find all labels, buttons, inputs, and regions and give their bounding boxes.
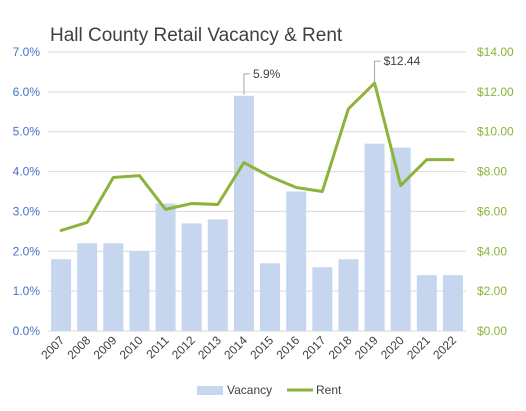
vacancy-bar (416, 275, 437, 331)
left-tick-label: 2.0% (13, 244, 41, 258)
rent-line-group (59, 81, 455, 232)
left-tick-label: 6.0% (13, 85, 41, 99)
annotations: 5.9% $12.44 (243, 54, 421, 95)
x-tick-label: 2013 (195, 333, 224, 362)
vacancy-bar (181, 223, 202, 331)
vacancy-bar (390, 147, 411, 331)
annotation-label: 5.9% (253, 67, 281, 81)
legend-label-rent: Rent (316, 383, 342, 397)
x-tick-label: 2015 (247, 333, 276, 362)
x-tick-label: 2018 (326, 333, 355, 362)
right-tick-label: $10.00 (477, 125, 514, 139)
right-tick-label: $2.00 (477, 284, 507, 298)
left-tick-label: 4.0% (13, 165, 41, 179)
right-tick-label: $8.00 (477, 165, 507, 179)
x-tick-label: 2011 (144, 333, 172, 361)
right-tick-label: $14.00 (477, 45, 514, 59)
vacancy-bar (51, 259, 72, 331)
vacancy-bar (103, 243, 124, 331)
annotation-leader (374, 60, 381, 83)
x-tick-label: 2020 (378, 333, 407, 362)
x-tick-label: 2010 (117, 333, 146, 362)
vacancy-bar (312, 267, 333, 331)
left-tick-label: 0.0% (13, 324, 41, 338)
x-tick-label: 2022 (430, 333, 459, 362)
right-tick-label: $4.00 (477, 244, 507, 258)
rent-line (59, 81, 455, 232)
vacancy-bar (233, 95, 254, 331)
legend: Vacancy Rent (197, 383, 342, 397)
legend-swatch-vacancy (197, 386, 223, 395)
right-tick-label: $0.00 (477, 324, 507, 338)
vacancy-bar (207, 219, 228, 331)
x-tick-label: 2014 (221, 333, 250, 362)
vacancy-bar (129, 251, 150, 331)
left-tick-label: 7.0% (13, 45, 41, 59)
right-axis-ticks: $0.00 $2.00 $4.00 $6.00 $8.00 $10.00 $12.00 $14… (477, 45, 514, 338)
x-tick-label: 2017 (300, 333, 329, 362)
left-tick-label: 5.0% (13, 125, 41, 139)
right-tick-label: $12.00 (477, 85, 514, 99)
vacancy-bar (155, 203, 176, 331)
vacancy-bar (442, 275, 463, 331)
left-tick-label: 1.0% (13, 284, 41, 298)
vacancy-bar (77, 243, 98, 331)
vacancy-bars (51, 95, 463, 331)
vacancy-bar (364, 143, 385, 331)
x-tick-label: 2016 (274, 333, 303, 362)
vacancy-bar (286, 191, 307, 331)
x-tick-label: 2009 (91, 333, 120, 362)
left-tick-label: 3.0% (13, 204, 41, 218)
x-tick-label: 2021 (404, 333, 433, 362)
chart-title: Hall County Retail Vacancy & Rent (50, 25, 343, 46)
annotation-leader (243, 73, 250, 95)
x-axis-ticks: 2007200820092010201120122013201420152016… (38, 333, 459, 362)
x-tick-label: 2012 (169, 333, 198, 362)
vacancy-bar (260, 263, 281, 331)
legend-label-vacancy: Vacancy (227, 383, 272, 397)
annotation-label: $12.44 (384, 54, 421, 68)
vacancy-bar (338, 259, 359, 331)
right-tick-label: $6.00 (477, 204, 507, 218)
x-tick-label: 2008 (65, 333, 94, 362)
left-axis-ticks: 0.0% 1.0% 2.0% 3.0% 4.0% 5.0% 6.0% 7.0% (13, 45, 41, 338)
x-tick-label: 2007 (38, 333, 67, 362)
x-tick-label: 2019 (352, 333, 381, 362)
